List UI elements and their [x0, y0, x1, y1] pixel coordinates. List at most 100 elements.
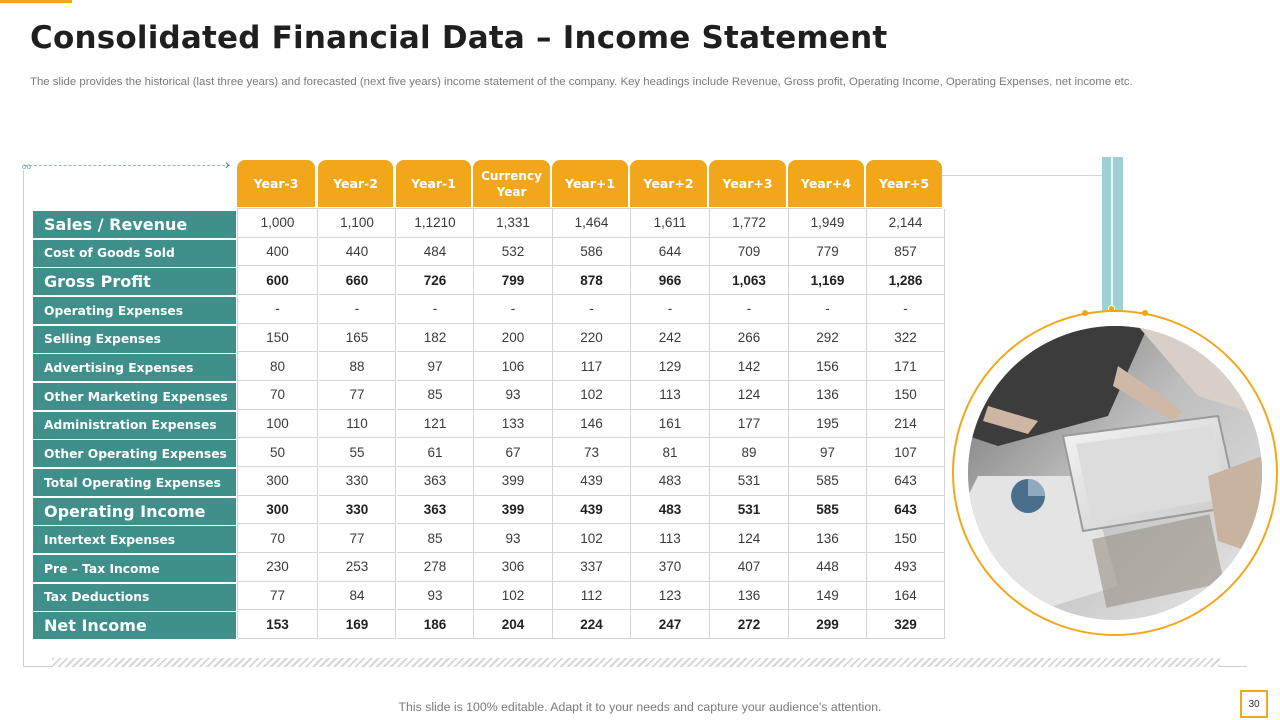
table-cell: 1,949 — [789, 209, 867, 238]
table-cell: 117 — [553, 352, 631, 381]
table-cell: 439 — [553, 467, 631, 496]
table-cell: 493 — [867, 553, 945, 582]
table-cell: 136 — [710, 581, 789, 611]
table-cell: 322 — [867, 323, 945, 353]
table-cell: - — [789, 295, 867, 324]
table-cell: 1,063 — [710, 266, 789, 295]
table-cell: 370 — [631, 553, 710, 582]
table-cell: 247 — [631, 610, 710, 640]
table-cell: 129 — [631, 352, 710, 381]
table-cell: 337 — [553, 553, 631, 582]
table-cell: 585 — [789, 495, 867, 525]
row-label: Operating Expenses — [33, 297, 236, 324]
table-cell: 299 — [789, 610, 867, 640]
table-row: 300 330 363 399 439 483 531 585 643 — [238, 495, 945, 525]
table-cell: 709 — [710, 237, 789, 267]
table-cell: 330 — [319, 467, 396, 496]
table-cell: 106 — [474, 352, 553, 381]
table-cell: 230 — [238, 553, 318, 582]
table-cell: 204 — [474, 610, 553, 640]
row-label: Pre – Tax Income — [33, 555, 236, 583]
decorative-pillar-line — [1111, 157, 1113, 327]
table-cell: 80 — [238, 352, 318, 381]
table-cell: - — [631, 295, 710, 324]
table-cell: 136 — [789, 524, 867, 554]
table-cell: 164 — [867, 581, 945, 611]
table-cell: 110 — [319, 409, 396, 439]
table-cell: 156 — [789, 352, 867, 381]
table-cell: 439 — [553, 495, 631, 525]
table-cell: 124 — [710, 381, 789, 410]
table-cell: 93 — [474, 524, 553, 554]
table-cell: 165 — [319, 323, 396, 353]
row-label: Net Income — [33, 612, 236, 640]
table-cell: 73 — [553, 438, 631, 468]
table-cell: 220 — [553, 323, 631, 353]
row-label: Operating Income — [33, 497, 236, 525]
slide-subtitle: The slide provides the historical (last … — [30, 76, 1133, 88]
business-tablet-photo — [968, 326, 1262, 620]
table-cell: 77 — [319, 524, 396, 554]
chevron-right-icon: › — [225, 156, 230, 172]
table-cell: 107 — [867, 438, 945, 468]
table-cell: 306 — [474, 553, 553, 582]
header-connector-line — [940, 175, 1102, 176]
column-header: Currency Year — [473, 160, 550, 207]
table-cell: - — [474, 295, 553, 324]
table-row: 100 110 121 133 146 161 177 195 214 — [238, 409, 945, 439]
table-cell: 77 — [319, 381, 396, 410]
table-cell: 300 — [238, 467, 318, 496]
table-cell: 292 — [789, 323, 867, 353]
table-cell: 242 — [631, 323, 710, 353]
table-cell: 85 — [397, 381, 474, 410]
table-cell: 483 — [631, 467, 710, 496]
table-cell: 878 — [553, 266, 631, 295]
row-label: Other Operating Expenses — [33, 440, 236, 468]
table-cell: 150 — [867, 381, 945, 410]
table-cell: 93 — [474, 381, 553, 410]
table-cell: - — [710, 295, 789, 324]
photo-illustration — [968, 326, 1262, 620]
table-cell: 112 — [553, 581, 631, 611]
table-cell: 643 — [867, 467, 945, 496]
table-cell: 585 — [789, 467, 867, 496]
table-cell: 55 — [319, 438, 396, 468]
income-statement-table: 1,000 1,100 1,1210 1,331 1,464 1,611 1,772 1,94… — [237, 208, 945, 640]
row-label: Sales / Revenue — [33, 211, 236, 238]
table-row: 70 77 85 93 102 113 124 136 150 — [238, 524, 945, 554]
column-header: Year-3 — [237, 160, 315, 207]
table-row: 300 330 363 399 439 483 531 585 643 — [238, 467, 945, 496]
table-cell: 266 — [710, 323, 789, 353]
table-cell: 102 — [553, 381, 631, 410]
table-cell: 124 — [710, 524, 789, 554]
table-cell: - — [553, 295, 631, 324]
table-cell: 330 — [319, 495, 396, 525]
table-cell: 363 — [397, 467, 474, 496]
table-cell: 483 — [631, 495, 710, 525]
table-cell: - — [238, 295, 318, 324]
table-cell: 531 — [710, 467, 789, 496]
table-cell: 150 — [867, 524, 945, 554]
table-cell: 1,611 — [631, 209, 710, 238]
table-cell: 448 — [789, 553, 867, 582]
frame-top-line — [24, 165, 230, 166]
table-cell: 726 — [397, 266, 474, 295]
row-label: Other Marketing Expenses — [33, 383, 236, 411]
table-cell: 61 — [397, 438, 474, 468]
column-header: Year-1 — [396, 160, 471, 207]
table-cell: 50 — [238, 438, 318, 468]
table-cell: 966 — [631, 266, 710, 295]
row-label: Intertext Expenses — [33, 526, 236, 554]
table-cell: 484 — [397, 237, 474, 267]
row-label: Administration Expenses — [33, 411, 236, 439]
table-cell: 123 — [631, 581, 710, 611]
ring-dot-left — [1082, 310, 1088, 316]
table-cell: 133 — [474, 409, 553, 439]
column-header: Year+4 — [788, 160, 864, 207]
column-header: Year-2 — [318, 160, 393, 207]
table-cell: 399 — [474, 495, 553, 525]
table-row: 230 253 278 306 337 370 407 448 493 — [238, 553, 945, 582]
top-accent-bar — [0, 0, 72, 3]
table-cell: 1,286 — [867, 266, 945, 295]
table-row: 1,000 1,100 1,1210 1,331 1,464 1,611 1,772 1,94… — [238, 209, 945, 238]
